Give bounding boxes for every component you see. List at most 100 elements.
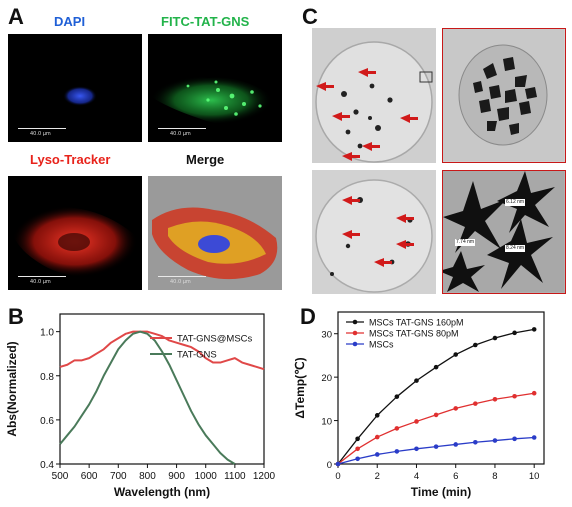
lyso-label: Lyso-Tracker [30, 152, 111, 167]
series-line-2 [337, 392, 535, 465]
y-tick-label: 0.6 [40, 416, 54, 427]
fitc-image: 40.0 μm [148, 34, 282, 142]
x-axis-label: Wavelength (nm) [114, 485, 210, 499]
panel-label-b: B [8, 304, 24, 329]
data-point [473, 401, 478, 406]
fitc-label: FITC-TAT-GNS [161, 14, 250, 29]
data-point [531, 435, 537, 440]
y-tick-label: 0.4 [40, 460, 54, 471]
y-tick-label: 1.0 [40, 328, 54, 339]
panel-label-d: D [300, 304, 316, 329]
x-tick-label: 900 [168, 471, 185, 482]
data-point [453, 352, 459, 357]
y-tick-label: 0.8 [40, 372, 54, 383]
plot-frame [337, 311, 545, 465]
tem-measure-3: 8.24 nm [506, 245, 525, 251]
data-point [512, 436, 517, 442]
tem-bottom-zoom-stars [443, 171, 564, 292]
data-point [355, 436, 360, 442]
y-tick-label: 20 [321, 373, 332, 384]
legend-marker [352, 330, 358, 336]
data-point [453, 406, 459, 411]
tem-top-zoom-cluster [443, 29, 564, 161]
x-tick-label: 1200 [253, 471, 276, 482]
x-tick-label: 4 [414, 471, 419, 482]
x-tick-label: 8 [492, 471, 497, 482]
series-line-1 [59, 330, 265, 371]
chart-temperature: 0 2 4 6 8 10 0 10 20 30 Time (min) ΔTemp(℃) MSCs TAT… [293, 311, 545, 499]
y-axis-label: ΔTemp(℃) [293, 357, 307, 418]
data-point [512, 330, 517, 336]
x-tick-label: 800 [139, 471, 156, 482]
merge-image: 40.0 μm [148, 176, 282, 290]
data-point [374, 452, 380, 457]
data-point [414, 446, 419, 452]
x-tick-label: 6 [453, 471, 458, 482]
plot-frame [59, 313, 265, 465]
legend-entry: TAT-GNS@MSCs [177, 334, 253, 345]
y-tick-label: 10 [321, 417, 332, 428]
legend-entry: MSCs [369, 340, 394, 350]
tem-arrows-bottom [342, 196, 414, 267]
data-point [473, 342, 478, 348]
data-point [374, 413, 380, 418]
x-tick-label: 0 [335, 471, 340, 482]
y-axis-label: Abs(Normalized) [5, 341, 19, 436]
data-point [512, 393, 517, 399]
chart-absorbance: 500 600 700 800 900 1000 1100 1200 0.4 0.6 0.8 1.0 W… [5, 313, 276, 499]
data-point [531, 327, 537, 332]
data-point [433, 412, 439, 418]
tem-measure-1: 6.12 nm [506, 199, 525, 205]
tem-image-bottom-zoom: 6.12 nm 7.74 nm 8.24 nm [442, 170, 566, 294]
tem-arrows-top [316, 68, 418, 161]
x-tick-label: 700 [110, 471, 127, 482]
series-line-2 [59, 330, 236, 465]
data-point [374, 434, 380, 440]
x-tick-label: 1100 [224, 471, 246, 482]
data-point [414, 378, 419, 383]
scale-text-dapi: 40.0 μm [30, 131, 51, 137]
data-point [335, 461, 341, 467]
data-point [433, 444, 439, 449]
data-point [394, 426, 400, 431]
x-axis-label: Time (min) [411, 485, 471, 499]
data-point [394, 449, 400, 454]
data-point [355, 456, 360, 462]
y-tick-label: 30 [321, 330, 332, 341]
data-point [453, 442, 459, 447]
y-tick-label: 0 [327, 460, 332, 471]
x-tick-label: 600 [81, 471, 98, 482]
data-point [433, 364, 439, 370]
lyso-image: 40.0 μm [8, 176, 142, 290]
x-tick-label: 2 [375, 471, 380, 482]
tem-image-top-overview [312, 28, 436, 163]
x-tick-label: 10 [529, 471, 540, 482]
tem-measure-2: 7.74 nm [456, 239, 475, 245]
series-line-3 [337, 436, 535, 465]
merge-cell [148, 176, 282, 290]
scale-text-fitc: 40.0 μm [170, 131, 191, 137]
data-point [492, 438, 498, 443]
data-point [531, 390, 537, 396]
data-point [394, 394, 400, 399]
lyso-cell [12, 205, 138, 278]
data-point [473, 439, 478, 445]
data-point [492, 335, 498, 341]
tem-bottom-cell [312, 170, 436, 294]
data-point [492, 396, 498, 402]
legend-marker [352, 341, 358, 347]
data-point [355, 446, 360, 452]
merge-label: Merge [186, 152, 225, 167]
panel-label-c: C [302, 4, 318, 29]
tem-top-cell [312, 28, 436, 163]
legend-entry: MSCs TAT-GNS 160pM [369, 318, 464, 328]
fitc-cell [150, 75, 273, 125]
scale-text-lyso: 40.0 μm [30, 279, 51, 285]
x-tick-label: 500 [52, 471, 69, 482]
legend-entry: MSCs TAT-GNS 80pM [369, 329, 459, 339]
legend-entry: TAT-GNS [177, 350, 217, 361]
legend-marker [352, 319, 358, 325]
series-line-1 [337, 328, 535, 465]
tem-image-bottom-overview [312, 170, 436, 294]
tem-image-top-zoom [442, 28, 566, 163]
